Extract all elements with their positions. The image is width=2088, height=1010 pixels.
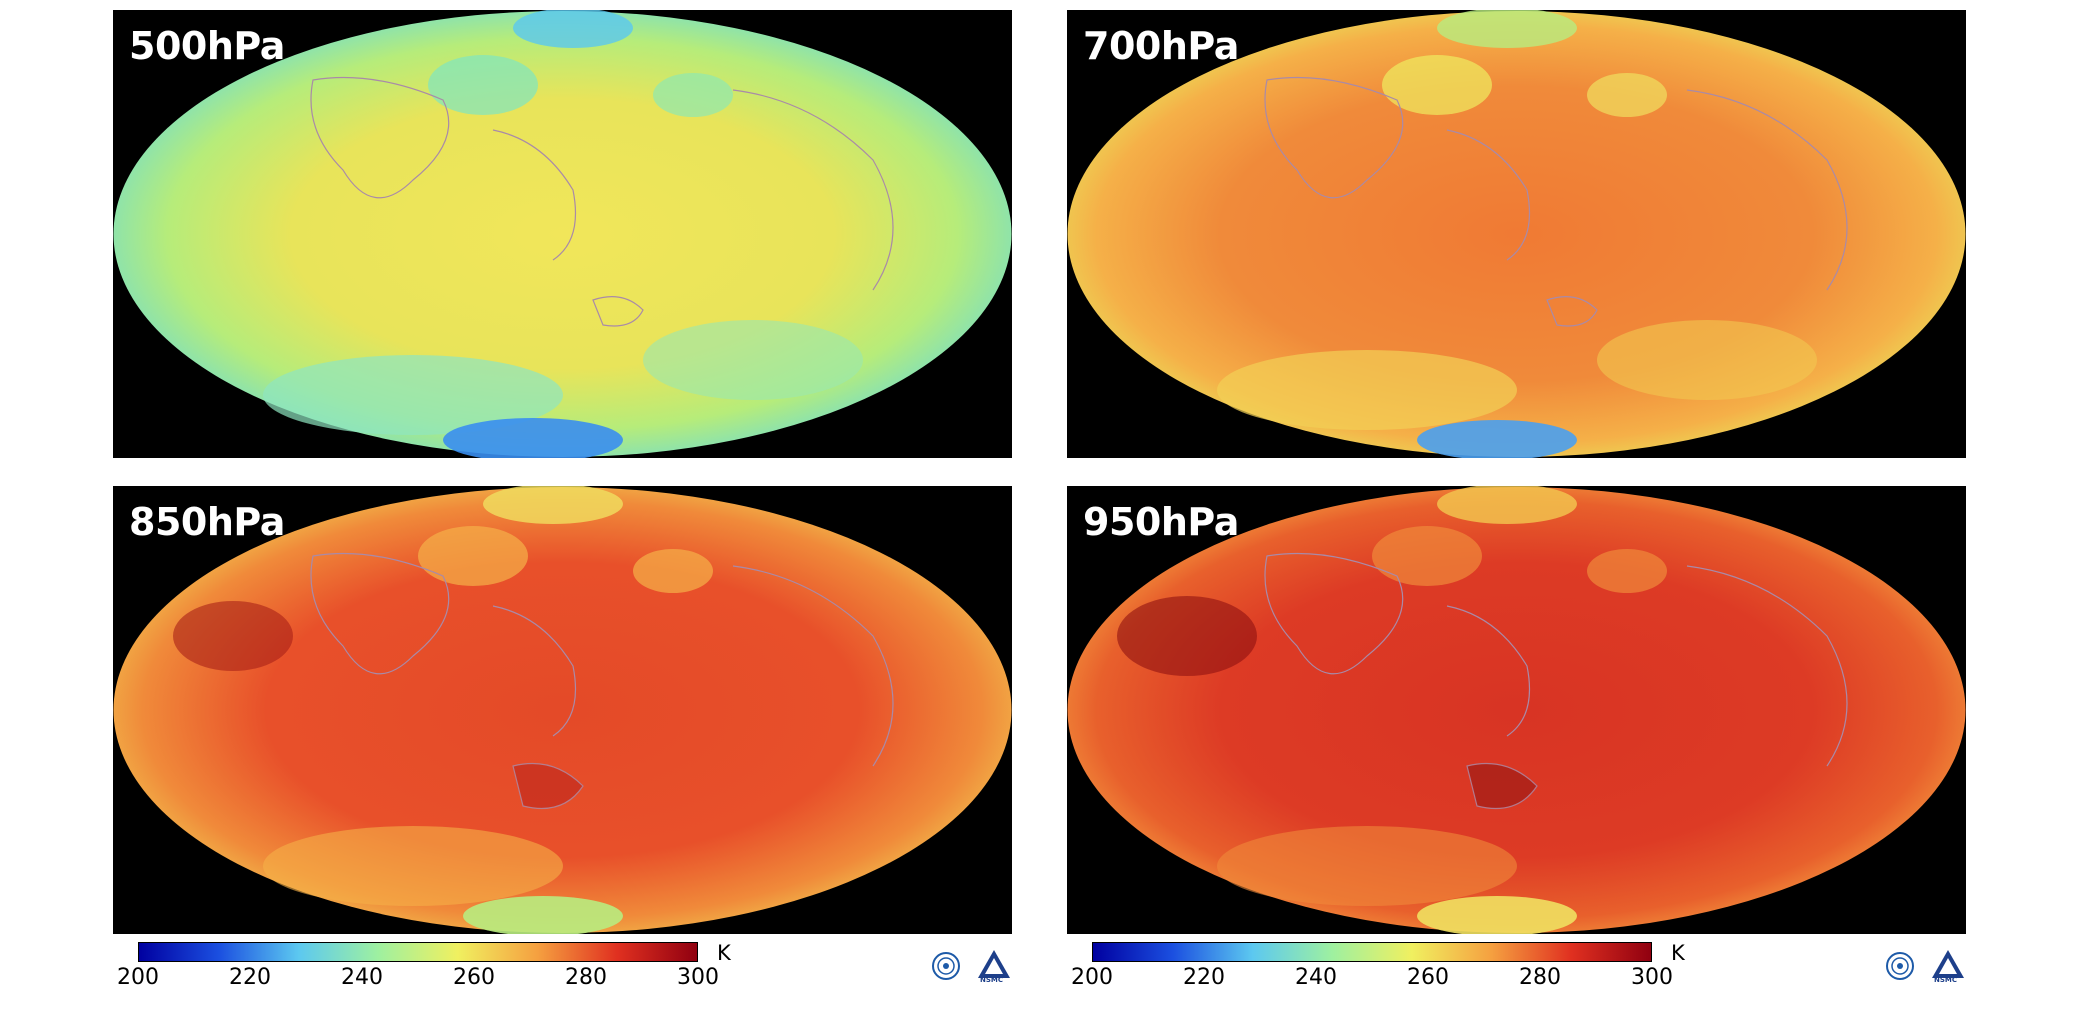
panel-label: 950hPa — [1083, 500, 1239, 544]
colorbar — [1092, 942, 1652, 962]
map-panel-850hpa: 850hPa — [113, 486, 1012, 934]
colorbar-tick: 240 — [341, 965, 383, 990]
colorbar-tick: 220 — [229, 965, 271, 990]
colorbar-unit: K — [717, 941, 731, 965]
cma-emblem-icon — [1886, 952, 1914, 980]
nsmc-logo-text: NSMC — [1934, 976, 1958, 984]
colorbar-tick: 240 — [1295, 965, 1337, 990]
nsmc-logo-text: NSMC — [980, 976, 1004, 984]
colorbar-unit: K — [1671, 941, 1685, 965]
globe-map-850hpa — [113, 486, 1012, 934]
map-panel-950hpa: 950hPa — [1067, 486, 1966, 934]
map-panel-500hpa: 500hPa — [113, 10, 1012, 458]
colorbar — [138, 942, 698, 962]
colorbar-tick: 220 — [1183, 965, 1225, 990]
colorbar-tick: 300 — [1631, 965, 1673, 990]
colorbar-tick: 200 — [117, 965, 159, 990]
panel-label: 850hPa — [129, 500, 285, 544]
panel-label: 700hPa — [1083, 24, 1239, 68]
colorbar-tick: 260 — [1407, 965, 1449, 990]
nsmc-logo-icon — [1932, 950, 1964, 978]
nsmc-logo-icon — [978, 950, 1010, 978]
colorbar-tick: 280 — [1519, 965, 1561, 990]
colorbar-tick: 300 — [677, 965, 719, 990]
globe-map-500hpa — [113, 10, 1012, 458]
colorbar-tick: 260 — [453, 965, 495, 990]
colorbar-tick: 280 — [565, 965, 607, 990]
panel-label: 500hPa — [129, 24, 285, 68]
globe-map-950hpa — [1067, 486, 1966, 934]
colorbar-tick: 200 — [1071, 965, 1113, 990]
globe-map-700hpa — [1067, 10, 1966, 458]
cma-emblem-icon — [932, 952, 960, 980]
map-panel-700hpa: 700hPa — [1067, 10, 1966, 458]
